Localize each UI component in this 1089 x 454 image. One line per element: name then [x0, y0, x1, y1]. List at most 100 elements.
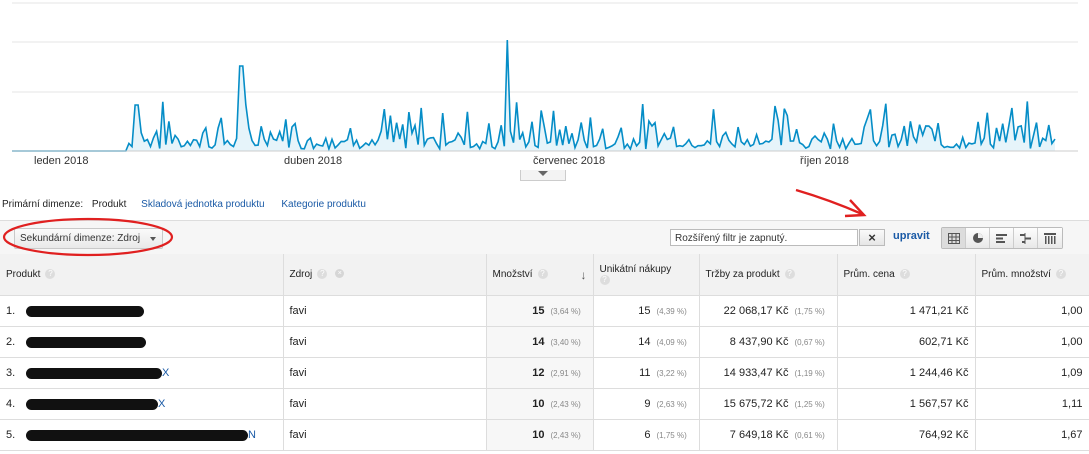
clear-filter-button[interactable]: × — [859, 229, 885, 246]
cell-quantity: 15 (3,64 %) — [486, 295, 594, 327]
cell-product: 2. — [0, 326, 284, 358]
dimension-sku-link[interactable]: Skladová jednotka produktu — [141, 199, 265, 210]
quantity-percent: (3,40 %) — [550, 338, 581, 347]
cell-avg-price: 602,71 Kč — [837, 326, 976, 358]
help-icon[interactable]: ? — [899, 269, 910, 280]
column-header-quantity[interactable]: Množství? ↓ — [486, 254, 594, 296]
revenue-value: 22 068,17 Kč — [723, 305, 789, 317]
annotation-arrowhead — [844, 199, 867, 218]
table-row: 2. favi 14 (3,40 %) 14 (4,09 %) 8 437,90 Kč (0,… — [0, 326, 1089, 358]
help-icon[interactable]: ? — [537, 269, 548, 280]
unique-value: 6 — [644, 429, 651, 441]
timeline-chart-svg: leden 2018 duben 2018 červenec 2018 říje… — [12, 2, 1078, 167]
cell-quantity: 10 (2,43 %) — [486, 388, 594, 420]
column-header-avg-quantity[interactable]: Prům. množství? — [975, 254, 1089, 296]
revenue-value: 7 649,18 Kč — [729, 429, 789, 441]
cell-product: 3. X — [0, 357, 284, 389]
secondary-dimension-dropdown[interactable]: Sekundární dimenze: Zdroj — [14, 228, 164, 249]
pivot-icon — [1044, 232, 1056, 244]
unique-percent: (4,09 %) — [656, 338, 687, 347]
cell-unique-purchases: 14 (4,09 %) — [593, 326, 700, 358]
cell-avg-price: 764,92 Kč — [837, 419, 976, 451]
cell-unique-purchases: 11 (3,22 %) — [593, 357, 700, 389]
pie-chart-icon — [972, 233, 983, 243]
dimension-category-link[interactable]: Kategorie produktu — [281, 199, 366, 210]
quantity-value: 14 — [532, 336, 545, 348]
cell-avg-quantity: 1,00 — [975, 295, 1089, 327]
cell-unique-purchases: 9 (2,63 %) — [593, 388, 700, 420]
quantity-percent: (2,91 %) — [550, 369, 581, 378]
view-switcher — [941, 227, 1063, 249]
secondary-dimension-label: Sekundární dimenze: Zdroj — [20, 233, 141, 244]
help-icon[interactable]: ? — [317, 269, 328, 280]
product-name-suffix[interactable]: X — [158, 398, 166, 410]
cell-unique-purchases: 6 (1,75 %) — [593, 419, 700, 451]
performance-view-button[interactable] — [990, 228, 1014, 248]
row-index: 5. — [6, 429, 16, 441]
revenue-percent: (0,61 %) — [794, 431, 825, 440]
table-view-button[interactable] — [942, 228, 966, 248]
product-name-suffix[interactable]: N — [248, 429, 256, 441]
row-index: 3. — [6, 367, 16, 379]
cell-revenue: 15 675,72 Kč (1,25 %) — [699, 388, 838, 420]
redacted-product-name[interactable] — [26, 305, 144, 317]
cell-revenue: 7 649,18 Kč (0,61 %) — [699, 419, 838, 451]
help-icon[interactable]: ? — [45, 269, 56, 280]
redacted-product-name[interactable] — [26, 336, 146, 348]
cell-source: favi — [283, 388, 487, 420]
column-header-revenue[interactable]: Tržby za produkt? — [699, 254, 838, 296]
x-axis-label-apr: duben 2018 — [284, 155, 342, 167]
help-icon[interactable]: ? — [1055, 269, 1066, 280]
column-header-unique-purchases[interactable]: Unikátní nákupy? — [593, 254, 700, 296]
redacted-product-name[interactable] — [26, 429, 248, 441]
grid-icon — [947, 232, 960, 244]
timeline-chart: leden 2018 duben 2018 červenec 2018 říje… — [0, 0, 1089, 172]
cell-avg-quantity: 1,00 — [975, 326, 1089, 358]
dimension-product: Produkt — [91, 199, 127, 210]
dropdown-caret-icon — [150, 237, 157, 241]
column-header-source[interactable]: Zdroj? × — [283, 254, 487, 296]
unique-percent: (2,63 %) — [656, 400, 687, 409]
chart-collapse-toggle[interactable] — [520, 170, 566, 181]
comparison-view-button[interactable] — [1014, 228, 1038, 248]
redacted-product-name[interactable] — [26, 398, 158, 410]
primary-dimension-bar: Primární dimenze: Produkt Skladová jedno… — [2, 199, 380, 210]
table-header-row: Produkt? Zdroj? × Množství? ↓ Unikátní nák… — [0, 254, 1089, 296]
cell-avg-quantity: 1,67 — [975, 419, 1089, 451]
advanced-filter-field[interactable]: Rozšířený filtr je zapnutý. — [670, 229, 858, 246]
primary-dimension-label: Primární dimenze: — [2, 199, 84, 210]
table-row: 1. favi 15 (3,64 %) 15 (4,39 %) 22 068,17 Kč (1… — [0, 295, 1089, 327]
column-header-avg-price[interactable]: Prům. cena? — [837, 254, 976, 296]
revenue-value: 15 675,72 Kč — [723, 398, 789, 410]
remove-dimension-icon[interactable]: × — [335, 269, 345, 278]
redacted-product-name[interactable] — [26, 367, 162, 379]
cell-avg-quantity: 1,11 — [975, 388, 1089, 420]
help-icon[interactable]: ? — [599, 274, 610, 285]
cell-avg-quantity: 1,09 — [975, 357, 1089, 389]
quantity-percent: (3,64 %) — [550, 307, 581, 316]
x-axis-label-oct: říjen 2018 — [800, 155, 849, 167]
quantity-value: 10 — [532, 429, 545, 441]
bar-chart-icon — [995, 233, 1007, 243]
comparison-icon — [1019, 232, 1031, 244]
cell-revenue: 14 933,47 Kč (1,19 %) — [699, 357, 838, 389]
chart-line — [12, 39, 1056, 152]
annotation-arrow — [795, 188, 863, 216]
product-name-suffix[interactable]: X — [162, 367, 170, 379]
edit-filter-link[interactable]: upravit — [893, 230, 930, 242]
revenue-percent: (0,67 %) — [794, 338, 825, 347]
sort-desc-icon: ↓ — [580, 268, 587, 282]
row-index: 4. — [6, 398, 16, 410]
help-icon[interactable]: ? — [784, 269, 795, 280]
table-toolbar: Sekundární dimenze: Zdroj Rozšířený filt… — [0, 220, 1089, 254]
revenue-percent: (1,19 %) — [794, 369, 825, 378]
quantity-value: 15 — [532, 305, 545, 317]
cell-quantity: 14 (3,40 %) — [486, 326, 594, 358]
advanced-filter-text: Rozšířený filtr je zapnutý. — [675, 233, 788, 244]
column-header-product[interactable]: Produkt? — [0, 254, 284, 296]
pie-view-button[interactable] — [966, 228, 990, 248]
cell-product: 5. N — [0, 419, 284, 451]
pivot-view-button[interactable] — [1038, 228, 1062, 248]
